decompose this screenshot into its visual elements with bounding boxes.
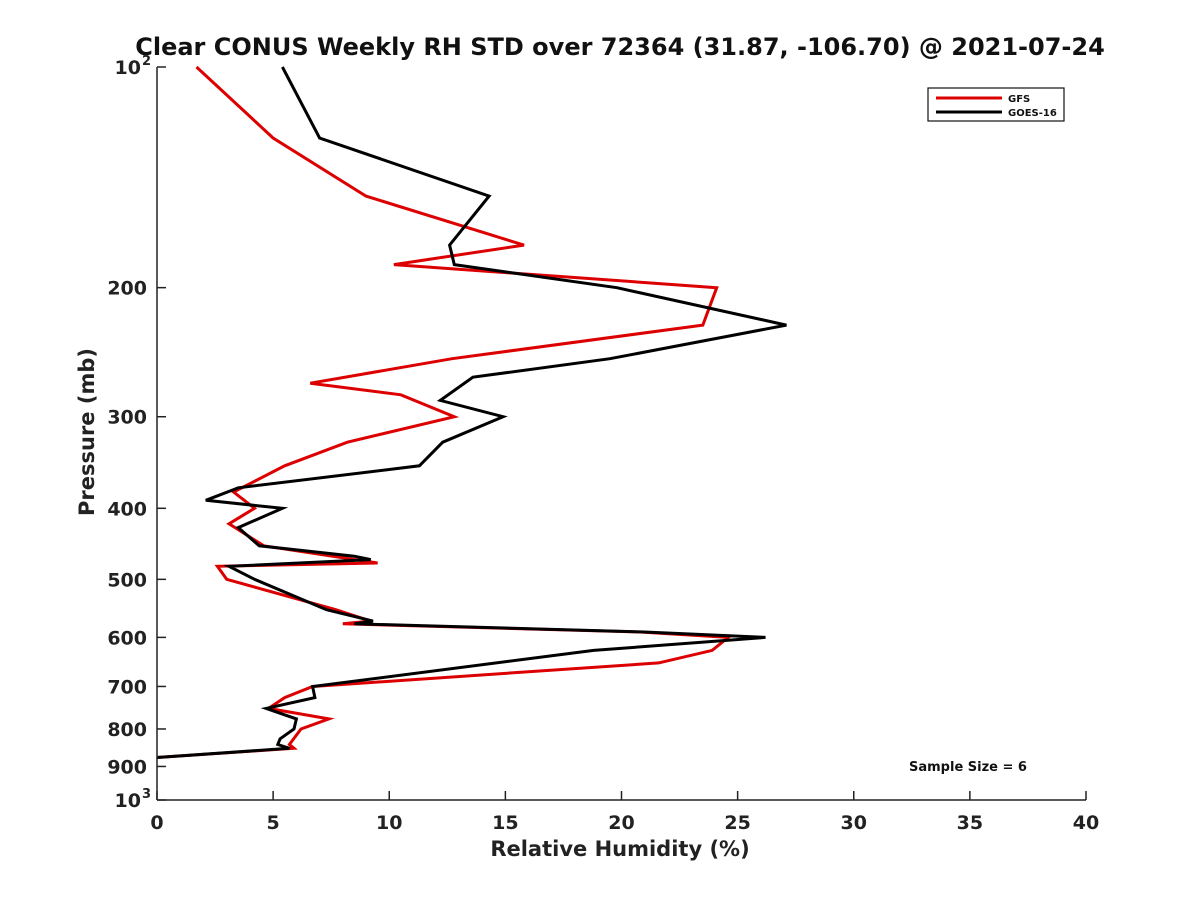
- x-tick-label: 0: [150, 812, 163, 834]
- y-tick-label: 400: [107, 498, 147, 520]
- y-tick-label: 10: [115, 790, 141, 812]
- x-tick-label: 40: [1073, 812, 1099, 834]
- x-tick-label: 10: [376, 812, 402, 834]
- series-line-gfs: [156, 65, 733, 759]
- y-axis-label: Pressure (mb): [75, 348, 99, 516]
- x-tick-label: 25: [724, 812, 750, 834]
- series-line-goes-16: [156, 66, 787, 759]
- legend-label: GOES-16: [1008, 108, 1057, 119]
- y-tick-label: 300: [107, 407, 147, 429]
- y-tick-label: 600: [107, 627, 147, 649]
- y-tick-label: 200: [107, 278, 147, 300]
- legend: GFS GOES-16: [927, 87, 1065, 122]
- x-tick-label: 35: [957, 812, 983, 834]
- y-tick-label: 10: [115, 57, 141, 79]
- y-tick-label: 500: [107, 569, 147, 591]
- y-tick-label: 900: [107, 756, 147, 778]
- x-axis-label: Relative Humidity (%): [490, 837, 749, 861]
- y-tick-exponent: 2: [142, 54, 151, 69]
- series-layer: [156, 65, 787, 759]
- sample-size-annotation: Sample Size = 6: [909, 760, 1027, 775]
- y-tick-label: 800: [107, 719, 147, 741]
- chart-title: Clear CONUS Weekly RH STD over 72364 (31…: [135, 33, 1105, 61]
- y-tick-label: 700: [107, 676, 147, 698]
- legend-box: [927, 87, 1065, 122]
- y-tick-exponent: 3: [142, 787, 151, 802]
- x-tick-label: 30: [841, 812, 867, 834]
- x-tick-label: 15: [492, 812, 518, 834]
- x-tick-label: 5: [267, 812, 280, 834]
- x-tick-label: 20: [608, 812, 634, 834]
- legend-label: GFS: [1008, 94, 1030, 105]
